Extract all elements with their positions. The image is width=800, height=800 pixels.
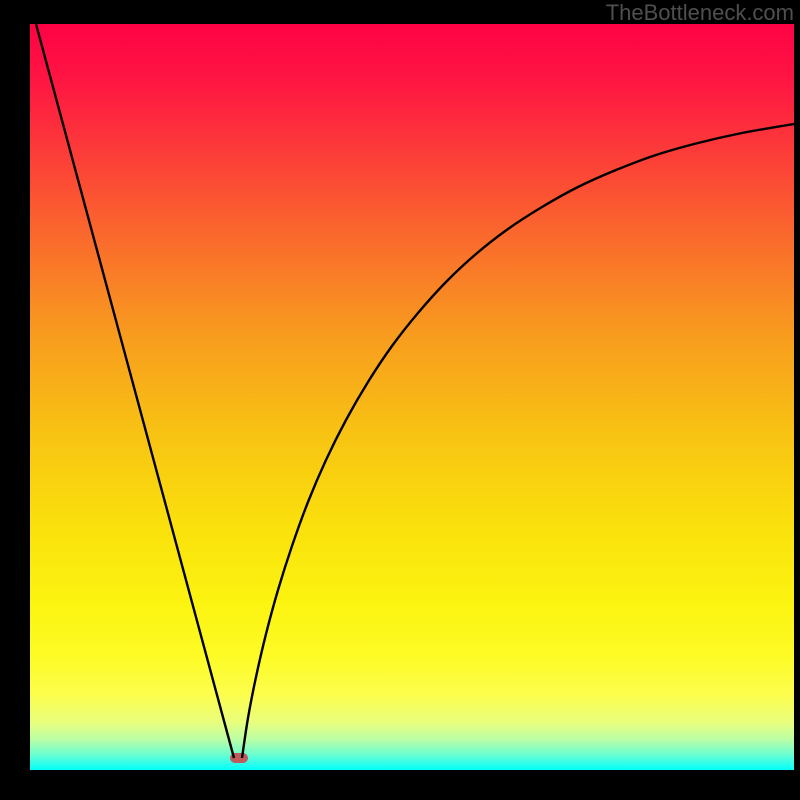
- gradient-background: [30, 24, 794, 770]
- plot-area: [30, 24, 794, 770]
- chart-frame: TheBottleneck.com: [0, 0, 800, 800]
- watermark-text: TheBottleneck.com: [606, 0, 794, 26]
- plot-svg: [30, 24, 794, 770]
